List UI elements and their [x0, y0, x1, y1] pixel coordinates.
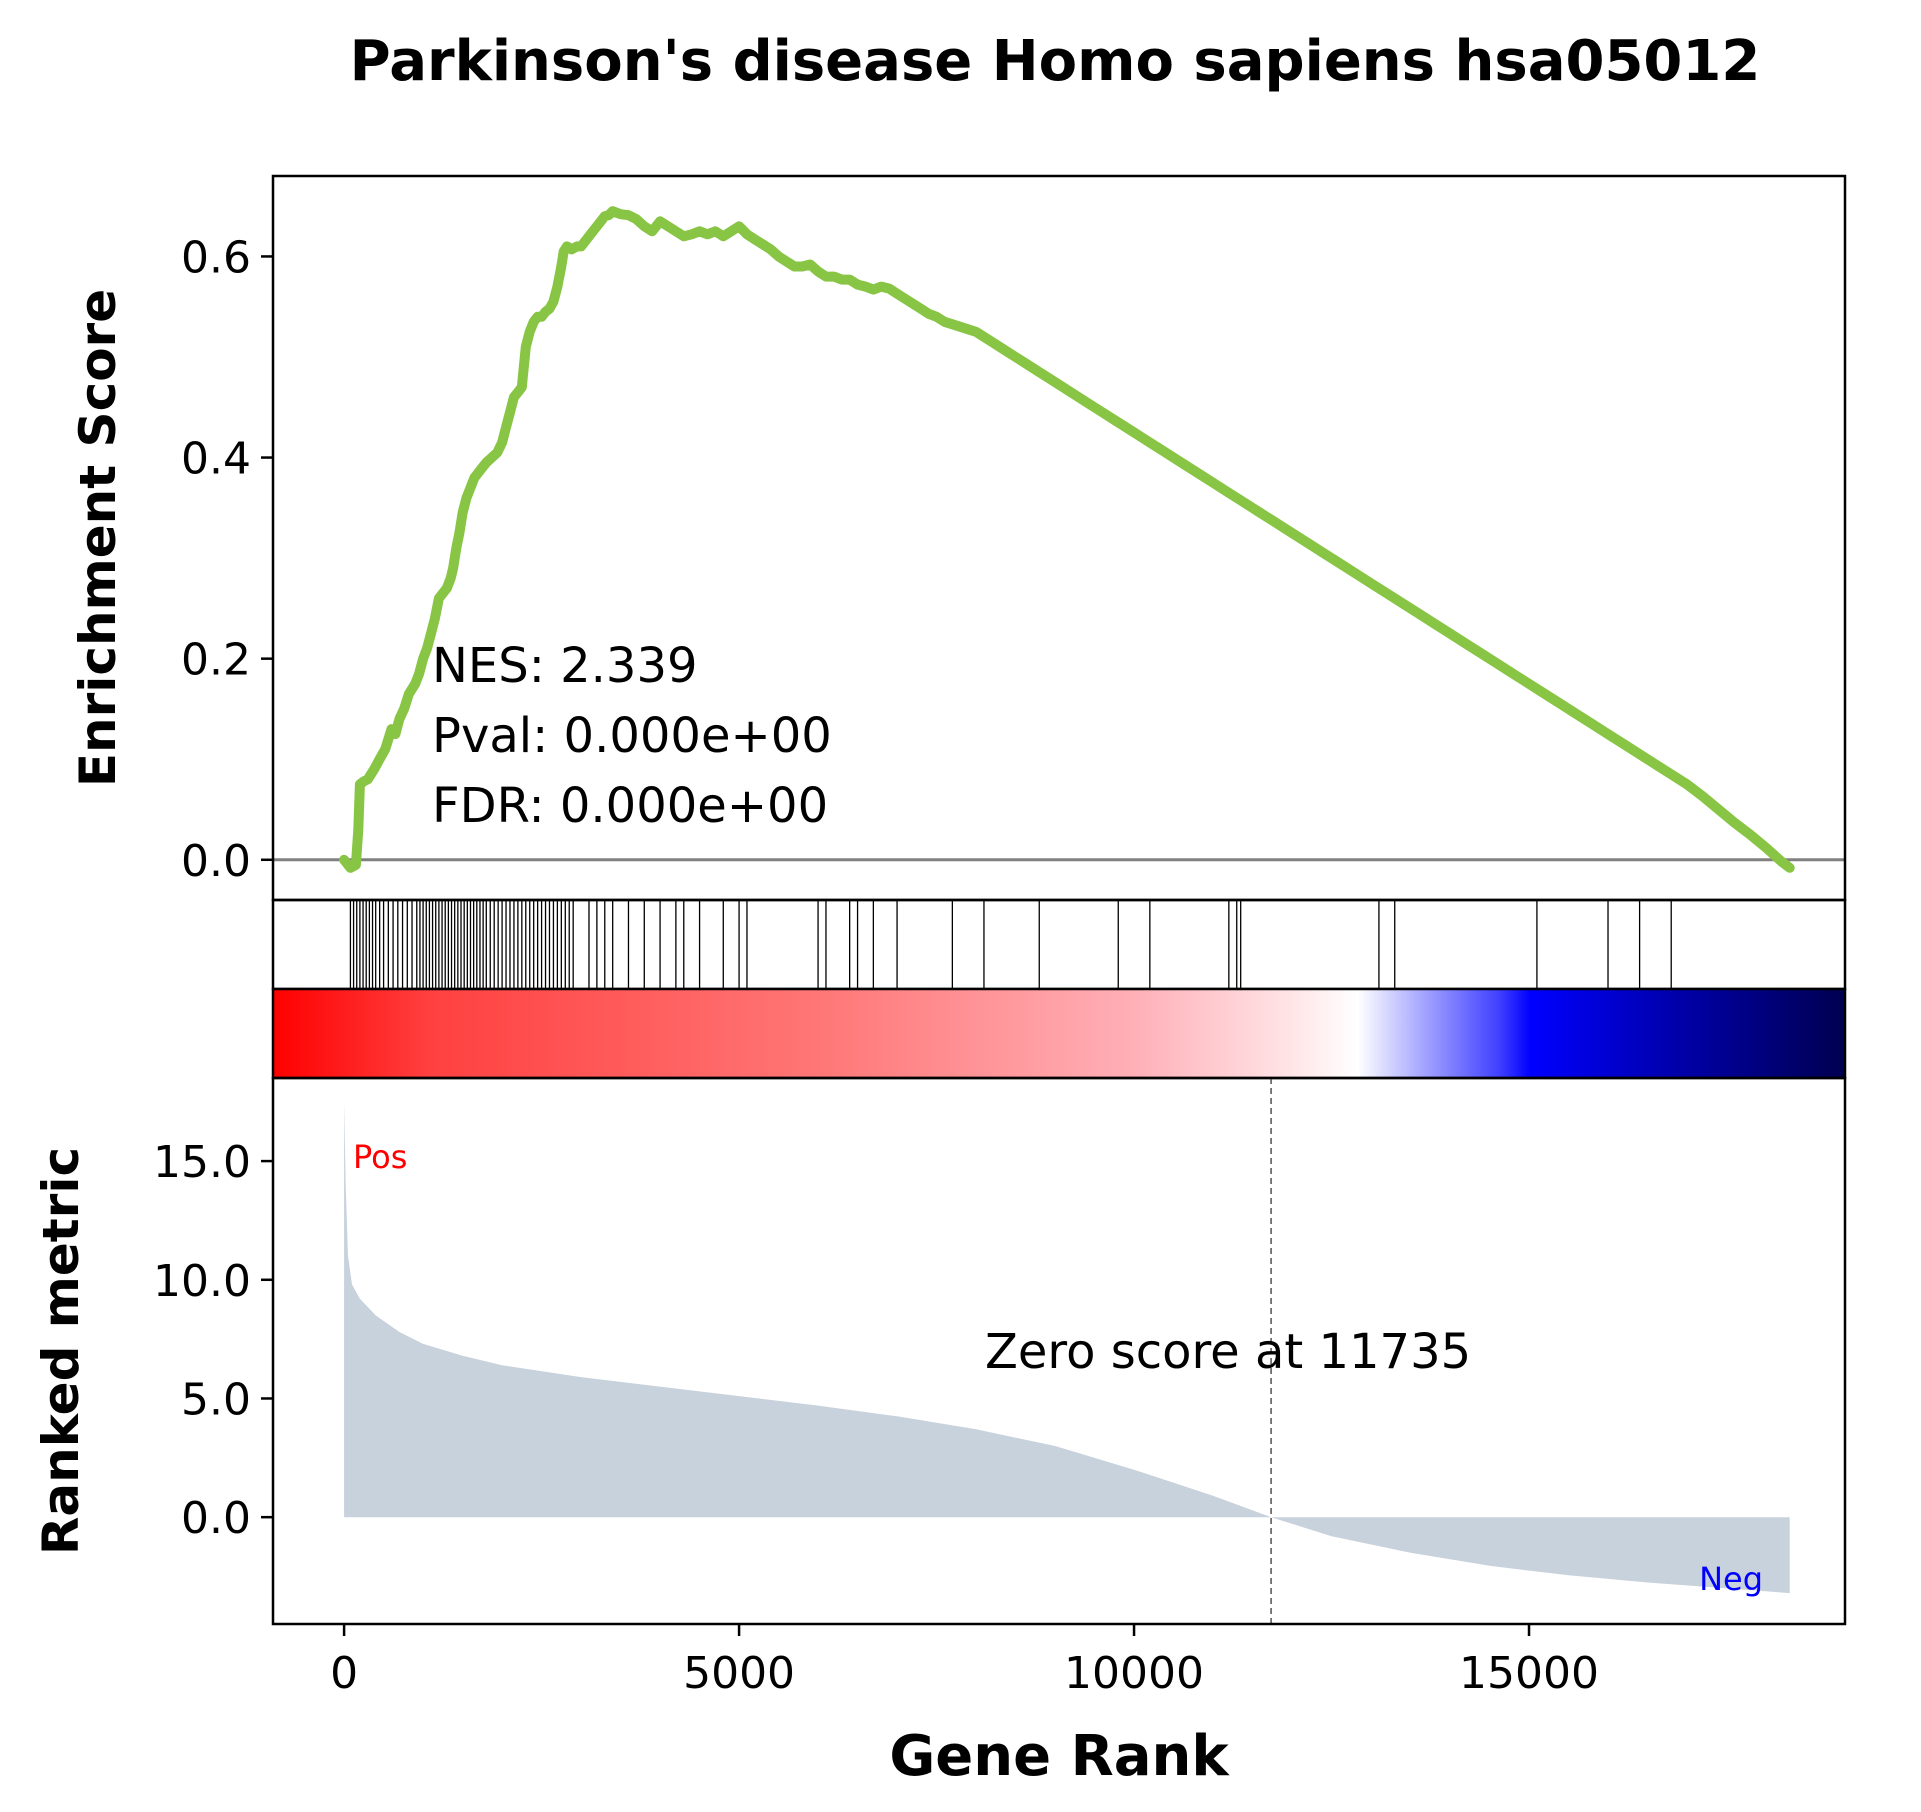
pos-label: Pos [353, 1138, 407, 1176]
enrichment-score-panel: 0.0 0.2 0.4 0.6 Enrichment Score NES: 2.339… [69, 174, 1847, 902]
es-y-tick-label: 0.4 [181, 434, 251, 485]
metric-y-label: Ranked metric [32, 1147, 90, 1555]
es-y-label: Enrichment Score [69, 289, 127, 787]
nes-stat: NES: 2.339 [432, 638, 698, 694]
x-axis: 0 5000 10000 15000 [330, 1624, 1599, 1699]
es-y-tick-label: 0.6 [181, 232, 251, 283]
rank-colorbar [271, 987, 1847, 1080]
x-tick-label: 10000 [1064, 1648, 1204, 1699]
es-y-tick-label: 0.0 [181, 836, 251, 887]
rank-gradient-bar [273, 989, 1845, 1078]
fdr-stat: FDR: 0.000e+00 [432, 778, 828, 834]
ranked-metric-area [344, 1101, 1790, 1594]
metric-y-tick-label: 10.0 [153, 1256, 251, 1307]
metric-y-tick-label: 5.0 [181, 1374, 251, 1425]
enrichment-score-curve [339, 206, 1795, 873]
x-tick-label: 0 [330, 1648, 358, 1699]
hit-lines [349, 900, 1672, 989]
es-y-axis: 0.0 0.2 0.4 0.6 [181, 232, 273, 887]
metric-y-tick-label: 0.0 [181, 1493, 251, 1544]
hits-panel-frame [271, 898, 1847, 991]
chart-title: Parkinson's disease Homo sapiens hsa0501… [350, 29, 1761, 94]
metric-y-tick-label: 15.0 [153, 1137, 251, 1188]
gene-hits-panel [271, 898, 1847, 991]
ranked-metric-panel: 0.0 5.0 10.0 15.0 Ranked metric Zero score … [32, 1076, 1847, 1789]
zero-score-label: Zero score at 11735 [985, 1324, 1471, 1380]
metric-panel-frame [271, 1076, 1847, 1626]
x-tick-label: 5000 [683, 1648, 795, 1699]
x-axis-label: Gene Rank [889, 1724, 1230, 1789]
metric-y-axis: 0.0 5.0 10.0 15.0 [153, 1137, 273, 1544]
pval-stat: Pval: 0.000e+00 [432, 708, 832, 764]
es-y-tick-label: 0.2 [181, 635, 251, 686]
x-tick-label: 15000 [1459, 1648, 1599, 1699]
neg-label: Neg [1699, 1560, 1763, 1598]
